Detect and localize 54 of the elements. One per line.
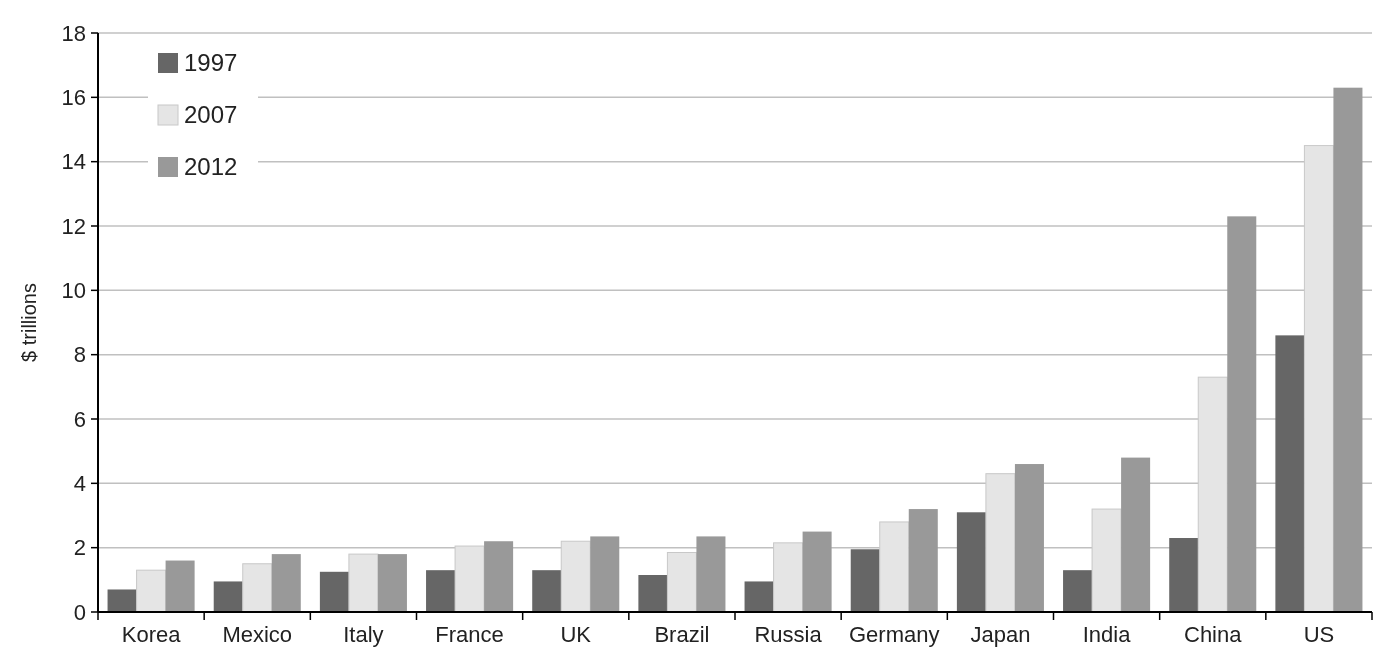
bar — [744, 581, 774, 612]
y-tick-label: 0 — [73, 599, 86, 625]
bar — [107, 589, 137, 612]
bar — [590, 536, 620, 612]
y-tick-label: 16 — [61, 85, 86, 111]
bar — [850, 549, 880, 612]
bar — [377, 554, 407, 612]
bar — [1169, 538, 1199, 612]
bar — [1227, 216, 1257, 612]
bar — [1275, 335, 1305, 612]
bar — [1014, 464, 1044, 612]
bar — [1063, 570, 1093, 612]
bar — [348, 553, 379, 613]
x-tick-label: Germany — [849, 622, 940, 647]
x-tick-label: China — [1184, 622, 1243, 647]
y-tick-label: 18 — [61, 20, 86, 46]
y-tick-label: 2 — [73, 535, 86, 561]
y-tick-label: 4 — [73, 471, 86, 497]
x-tick-label: Mexico — [222, 622, 293, 647]
bar — [242, 563, 273, 613]
x-tick-label: Korea — [121, 622, 182, 647]
bar — [696, 536, 726, 612]
bar — [136, 569, 167, 613]
bar — [319, 571, 349, 612]
y-tick-label: 12 — [61, 213, 86, 239]
bar — [802, 531, 832, 612]
x-tick-label: India — [1082, 622, 1132, 647]
bar — [484, 541, 514, 612]
bar — [213, 581, 243, 612]
y-axis-title: $ trillions — [18, 283, 40, 362]
legend-label: 2007 — [184, 101, 238, 129]
bar — [532, 570, 562, 612]
legend-label: 1997 — [184, 49, 238, 77]
bar — [1121, 457, 1151, 612]
y-tick-label: 10 — [61, 278, 86, 304]
x-tick-label: Italy — [343, 622, 384, 647]
x-tick-label: France — [435, 622, 504, 647]
x-tick-label: UK — [560, 622, 592, 647]
bar — [1333, 87, 1363, 612]
bar — [956, 512, 986, 612]
x-tick-label: Japan — [970, 622, 1031, 647]
bar — [638, 575, 668, 612]
bar — [666, 551, 697, 613]
bar — [271, 554, 301, 612]
y-tick-label: 6 — [73, 406, 86, 432]
legend-label: 2012 — [184, 153, 238, 181]
x-tick-label: US — [1303, 622, 1335, 647]
y-tick-label: 14 — [61, 149, 86, 175]
y-tick-label: 8 — [73, 342, 86, 368]
x-tick-label: Russia — [754, 622, 823, 647]
x-tick-label: Brazil — [654, 622, 710, 647]
bar — [426, 570, 456, 612]
bar — [908, 509, 938, 612]
bar — [165, 560, 195, 612]
